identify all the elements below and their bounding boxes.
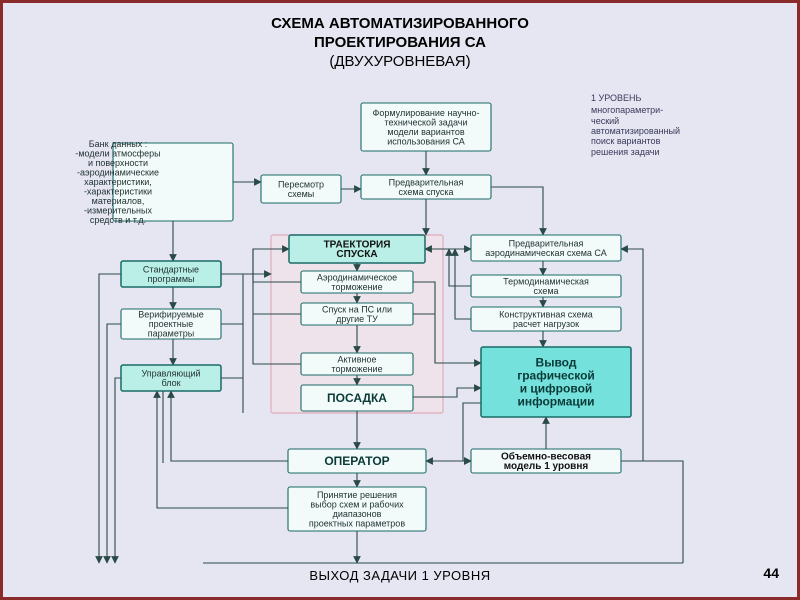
svg-text:Конструктивная схема: Конструктивная схема	[499, 309, 593, 319]
svg-text:материалов,: материалов,	[92, 196, 145, 206]
svg-text:Вывод: Вывод	[536, 356, 577, 370]
svg-text:программы: программы	[147, 274, 194, 284]
svg-text:-характеристики: -характеристики	[84, 187, 152, 197]
svg-text:расчет нагрузок: расчет нагрузок	[513, 319, 579, 329]
flowchart-canvas: Формулирование научно-технической задачи…	[3, 3, 800, 600]
svg-text:проектные: проектные	[149, 319, 194, 329]
svg-text:другие ТУ: другие ТУ	[336, 314, 378, 324]
svg-text:и поверхности: и поверхности	[88, 158, 148, 168]
svg-text:-модели атмосферы: -модели атмосферы	[75, 149, 160, 159]
page-number: 44	[763, 565, 779, 581]
svg-text:-измерительных: -измерительных	[84, 206, 152, 216]
svg-text:модели вариантов: модели вариантов	[387, 127, 464, 137]
svg-text:ПОСАДКА: ПОСАДКА	[327, 391, 387, 405]
svg-text:проектных параметров: проектных параметров	[309, 518, 405, 528]
footer-exit-label: ВЫХОД ЗАДАЧИ 1 УРОВНЯ	[3, 568, 797, 583]
svg-text:использования СА: использования СА	[387, 136, 465, 146]
svg-text:Стандартные: Стандартные	[143, 264, 199, 274]
svg-text:выбор схем и рабочих: выбор схем и рабочих	[310, 499, 404, 509]
svg-text:Пересмотр: Пересмотр	[278, 179, 324, 189]
svg-text:диапазонов: диапазонов	[333, 509, 382, 519]
svg-text:-аэродинамические: -аэродинамические	[77, 168, 159, 178]
svg-text:Принятие решения: Принятие решения	[317, 490, 397, 500]
svg-text:Формулирование научно-: Формулирование научно-	[373, 108, 480, 118]
svg-text:и цифровой: и цифровой	[520, 382, 593, 396]
svg-text:схемы: схемы	[288, 189, 315, 199]
svg-text:Термодинамическая: Термодинамическая	[503, 276, 589, 286]
svg-text:СПУСКА: СПУСКА	[336, 249, 377, 260]
svg-text:Активное: Активное	[338, 354, 377, 364]
svg-text:аэродинамическая схема СА: аэродинамическая схема СА	[485, 248, 607, 258]
svg-text:средств и т.д.: средств и т.д.	[90, 215, 146, 225]
svg-text:технической задачи: технической задачи	[385, 117, 468, 127]
svg-text:ОПЕРАТОР: ОПЕРАТОР	[324, 454, 389, 468]
svg-text:модель 1 уровня: модель 1 уровня	[504, 461, 589, 472]
svg-text:торможение: торможение	[331, 364, 382, 374]
svg-text:характеристики,: характеристики,	[84, 177, 152, 187]
svg-text:информации: информации	[518, 395, 595, 409]
svg-text:схема спуска: схема спуска	[398, 187, 453, 197]
svg-text:Верифируемые: Верифируемые	[138, 310, 203, 320]
svg-text:Банк данных :: Банк данных :	[89, 139, 148, 149]
svg-text:торможение: торможение	[331, 282, 382, 292]
svg-text:Спуск на ПС или: Спуск на ПС или	[322, 304, 392, 314]
svg-text:Управляющий: Управляющий	[141, 368, 200, 378]
svg-text:блок: блок	[161, 378, 180, 388]
svg-text:схема: схема	[533, 286, 558, 296]
svg-text:параметры: параметры	[148, 329, 194, 339]
svg-text:Предварительная: Предварительная	[389, 177, 464, 187]
svg-text:Аэродинамическое: Аэродинамическое	[317, 272, 397, 282]
svg-text:графической: графической	[517, 369, 595, 383]
svg-text:Предварительная: Предварительная	[509, 238, 584, 248]
